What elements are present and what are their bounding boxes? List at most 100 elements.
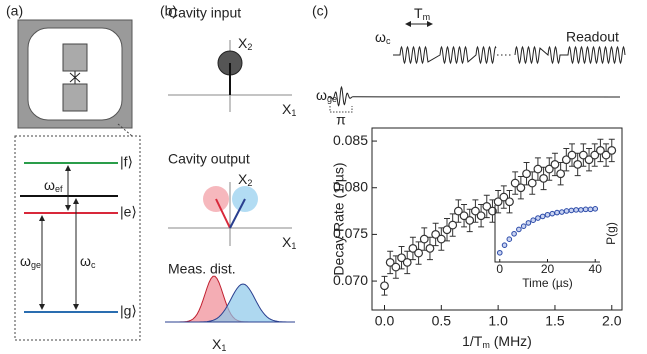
data-point — [516, 183, 526, 193]
x-tick-label: 2.0 — [602, 313, 622, 329]
data-point — [561, 155, 571, 165]
data-point — [506, 236, 513, 242]
data-point — [414, 248, 423, 258]
data-point — [520, 223, 527, 229]
data-point — [525, 220, 532, 226]
x-tick-label: 1.0 — [488, 313, 508, 329]
data-point — [584, 155, 594, 165]
data-point — [493, 197, 503, 207]
panel-label: (a) — [6, 3, 23, 19]
pad — [62, 43, 88, 72]
data-point — [431, 229, 441, 239]
symbol-label: X1 — [212, 336, 226, 354]
y-axis-label: P(g) — [604, 222, 618, 245]
data-point — [556, 169, 566, 179]
data-point — [527, 178, 537, 188]
subscript: 1 — [291, 241, 296, 251]
symbol: ω — [20, 253, 31, 269]
data-point — [453, 206, 463, 216]
symbol: ω — [80, 253, 91, 269]
data-point — [499, 192, 509, 202]
subscript: 2 — [247, 42, 252, 52]
data-point — [601, 150, 611, 160]
symbol-label: X2 — [238, 171, 252, 189]
symbol: X — [238, 35, 248, 51]
data-point — [563, 208, 570, 214]
x-tick-label: 20 — [541, 262, 555, 276]
axes — [168, 182, 292, 246]
symbol-label: ωc — [80, 253, 96, 271]
subscript: ef — [55, 184, 63, 194]
symbol-label: ωc — [375, 29, 391, 47]
symbol: ω — [316, 87, 327, 103]
x-tick-label: 0.0 — [375, 313, 395, 329]
data-point — [425, 243, 435, 253]
zoom-line — [117, 123, 133, 137]
data-point — [496, 249, 503, 256]
symbol: ω — [375, 29, 386, 45]
symbol-label: X1 — [282, 234, 296, 252]
subscript: 1 — [291, 108, 296, 118]
panel-label: (c) — [312, 3, 328, 19]
data-point — [522, 169, 531, 179]
level-label: |g⟩ — [120, 303, 137, 319]
data-point — [476, 211, 486, 221]
x-axis-label: 1/Tm (MHz) — [462, 333, 532, 351]
y-axis-label: Decay Rate (1/µs) — [331, 162, 347, 275]
data-point — [587, 206, 594, 213]
data-point — [419, 234, 429, 244]
symbol-label: X1 — [282, 101, 296, 119]
subplot-title: Meas. dist. — [168, 261, 236, 277]
subscript: m — [482, 340, 490, 350]
data-point — [582, 206, 589, 213]
data-point — [554, 209, 560, 216]
data-point — [501, 242, 508, 248]
symbol: X — [282, 101, 292, 117]
label-part: 1/T — [462, 333, 483, 349]
x-axis-label: Time (µs) — [522, 276, 572, 290]
subscript: c — [386, 36, 391, 46]
data-point — [397, 253, 406, 263]
data-point — [488, 206, 497, 216]
y-tick-label: 0.085 — [333, 132, 368, 148]
pad — [62, 83, 88, 112]
data-point — [539, 173, 548, 183]
data-point — [567, 150, 577, 160]
pi-bracket — [329, 106, 353, 113]
data-point — [465, 215, 475, 225]
data-point — [549, 210, 556, 217]
x-tick-label: 0.5 — [432, 313, 452, 329]
data-point — [391, 262, 401, 272]
data-point — [607, 145, 617, 155]
data-point — [448, 220, 458, 230]
symbol: ω — [44, 177, 55, 193]
data-point — [408, 243, 418, 253]
subscript: c — [91, 260, 96, 270]
symbol: X — [212, 336, 222, 352]
symbol: X — [282, 234, 292, 250]
x-tick-label: 1.5 — [545, 313, 565, 329]
state-vector — [229, 198, 246, 229]
data-point — [511, 230, 517, 237]
label-part: (MHz) — [490, 333, 532, 349]
data-point — [590, 150, 600, 160]
plot-frame — [371, 127, 623, 311]
inset-axes — [494, 205, 600, 263]
data-point — [533, 164, 543, 174]
x-tick-label: 40 — [589, 262, 603, 276]
y-tick-label: 0.075 — [333, 225, 368, 241]
symbol: T — [414, 5, 423, 21]
data-point — [459, 211, 469, 221]
subplot-title: Cavity output — [168, 151, 250, 167]
junction — [69, 71, 81, 84]
symbol-label: X2 — [238, 35, 252, 53]
symbol-label: ωge — [316, 87, 337, 105]
symbol-label: Tm — [414, 5, 430, 23]
subscript: ge — [327, 94, 337, 104]
x-tick-label: 0 — [496, 262, 503, 276]
data-point — [442, 225, 452, 235]
data-point — [402, 258, 412, 267]
level-label: |f⟩ — [120, 154, 133, 170]
subscript: 1 — [221, 343, 226, 353]
